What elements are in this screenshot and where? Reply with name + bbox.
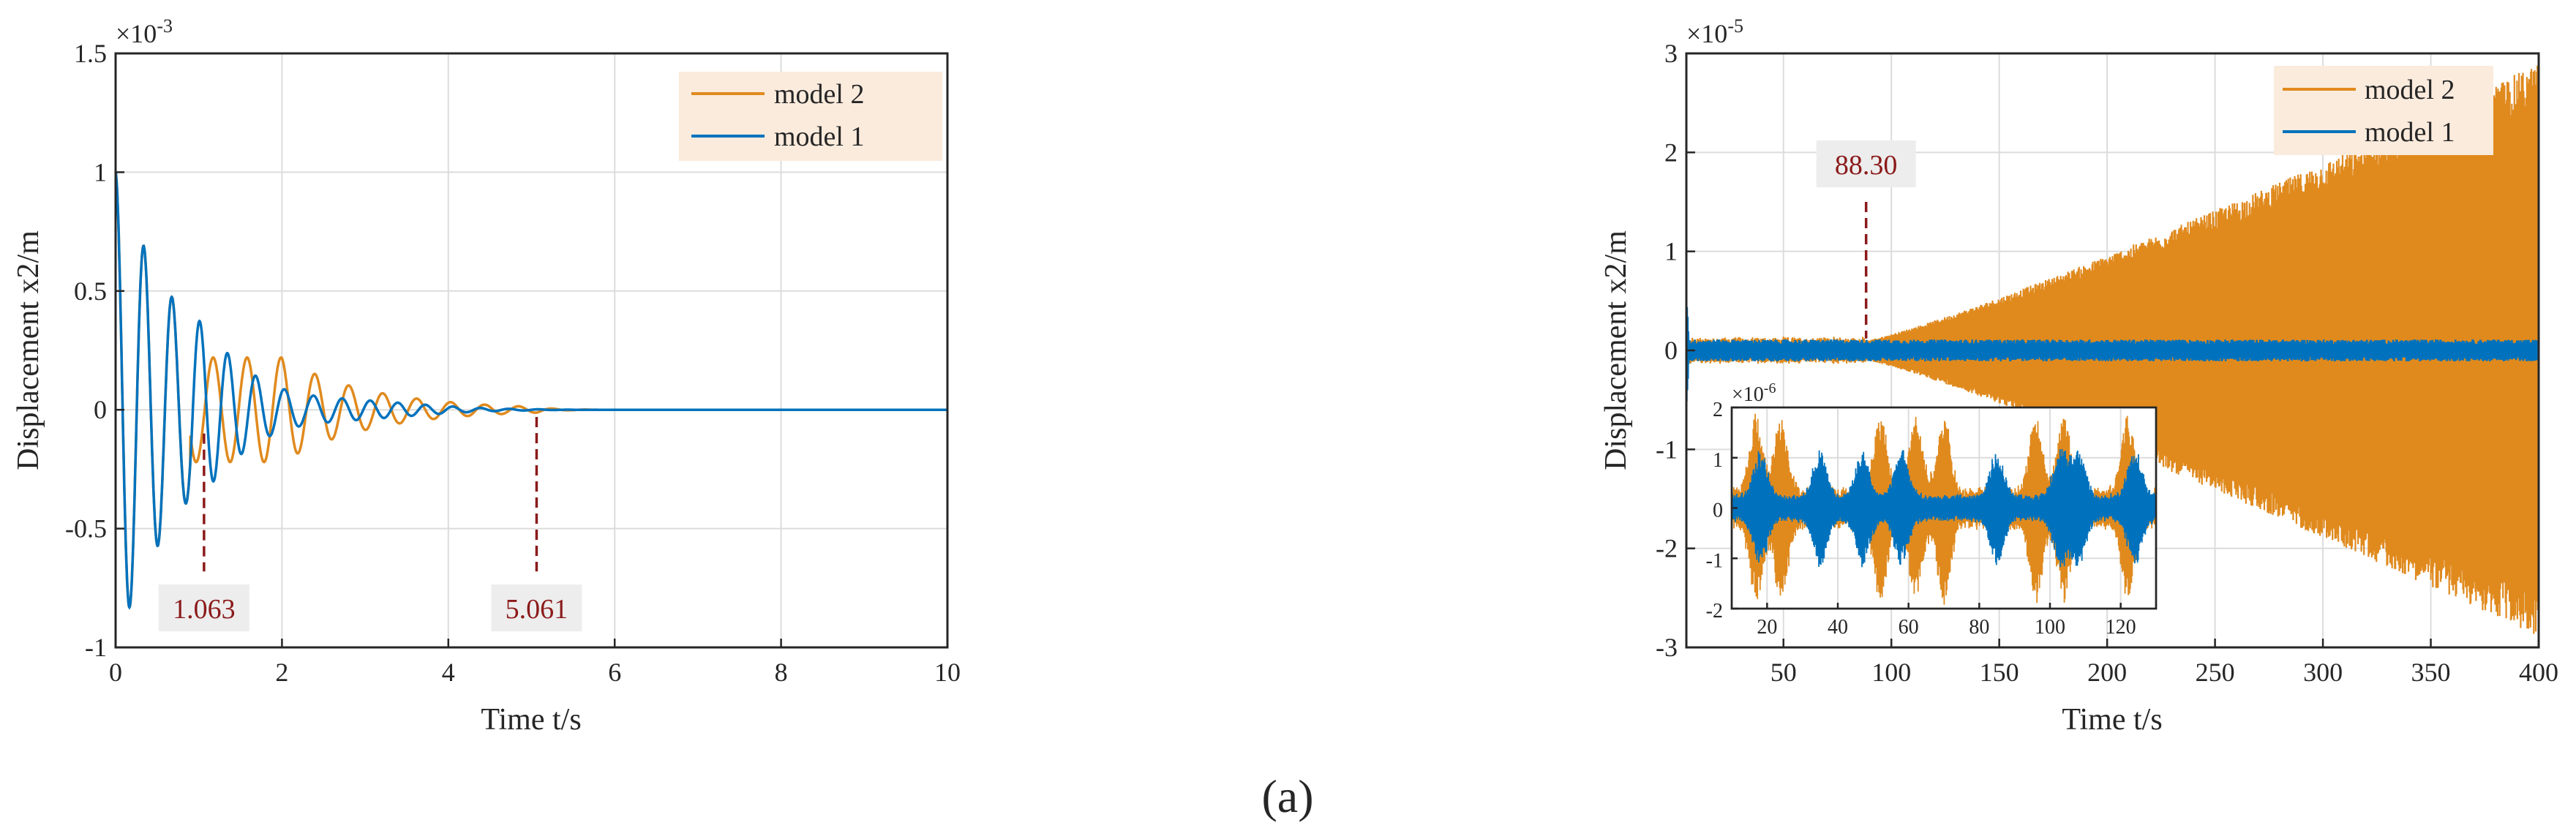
x-tick-label: 100 (1871, 658, 1911, 687)
inset-ticks: 20 40 60 80 100 120 -2 -1 0 1 2 (1706, 399, 2136, 639)
series-group (1685, 65, 2540, 634)
x-tick-label: 8 (775, 658, 788, 687)
x-tick-label: 2 (275, 658, 288, 687)
inset-series-model-1 (1731, 448, 2157, 568)
y-tick-label: 0 (1664, 336, 1678, 365)
x-tick-label: 60 (1899, 616, 1919, 639)
legend-entry-model-2: model 2 (774, 79, 864, 110)
exponent-label: ×10-5 (1686, 15, 1743, 48)
y-tick-label: -3 (1656, 633, 1678, 662)
x-tick-label: 200 (2087, 658, 2127, 687)
inset-exponent-label: ×10-6 (1732, 380, 1776, 406)
annotation-label-box (491, 584, 582, 632)
x-tick-label: 10 (934, 658, 961, 687)
x-tick-label: 6 (608, 658, 621, 687)
x-tick-label: 100 (2035, 616, 2065, 639)
inset-chart: 20 40 60 80 100 120 -2 -1 0 1 2 ×10-6 (1706, 380, 2158, 639)
annotation-label: 88.30 (1835, 150, 1898, 181)
y-tick-label: 0 (94, 395, 107, 424)
x-axis-label: Time t/s (481, 703, 581, 737)
x-axis-label: Time t/s (2062, 703, 2162, 737)
legend: model 2 model 1 (679, 72, 942, 161)
chart-left: 0 2 4 6 8 10 -1 -0.5 0 0.5 1 1.5 1.063 5.061 ×10-3 T… (12, 15, 961, 737)
x-tick-label: 50 (1770, 658, 1797, 687)
y-axis-label: Displacement x2/m (12, 230, 45, 470)
annotation-label-box (1816, 140, 1916, 187)
y-tick-label: -2 (1706, 600, 1723, 623)
y-tick-label: 0 (1713, 500, 1723, 522)
y-tick-label: 1 (94, 157, 107, 187)
y-tick-label: -2 (1656, 534, 1678, 563)
y-tick-label: 2 (1713, 399, 1723, 421)
x-tick-label: 4 (442, 658, 455, 687)
legend-box (2274, 66, 2493, 155)
y-tick-label: -1 (1706, 549, 1723, 572)
y-tick-label: 0.5 (74, 277, 107, 306)
legend: model 2 model 1 (2274, 66, 2493, 155)
annotation-label: 1.063 (173, 594, 236, 625)
annotation-label: 5.061 (506, 594, 568, 625)
y-tick-label: 2 (1664, 138, 1678, 167)
x-tick-label: 250 (2196, 658, 2235, 687)
y-tick-label: -0.5 (65, 514, 107, 544)
annotation-label-box (158, 584, 249, 632)
legend-entry-model-1: model 1 (774, 121, 864, 152)
series-line-model-1 (114, 172, 947, 610)
legend-entry-model-1: model 1 (2365, 117, 2455, 148)
figure-caption: (a) (1261, 770, 1313, 822)
x-tick-label: 20 (1757, 616, 1777, 639)
x-tick-label: 150 (1980, 658, 2019, 687)
x-tick-label: 300 (2303, 658, 2343, 687)
y-tick-label: -1 (1656, 435, 1678, 464)
x-tick-label: 40 (1828, 616, 1848, 639)
legend-box (679, 72, 942, 161)
plot-frame (114, 52, 949, 649)
y-tick-label: 1.5 (74, 39, 107, 68)
series-group (114, 172, 947, 610)
y-tick-label: -1 (85, 633, 107, 662)
x-tick-label: 400 (2519, 658, 2558, 687)
exponent-label: ×10-3 (116, 15, 173, 48)
x-tick-label: 120 (2106, 616, 2136, 639)
annotations: 88.30 (1816, 140, 1916, 339)
x-tick-label: 80 (1969, 616, 1989, 639)
y-tick-label: 3 (1664, 39, 1678, 68)
x-tick-label: 0 (109, 658, 122, 687)
y-tick-label: 1 (1713, 449, 1723, 472)
inset-series (1731, 413, 2157, 605)
annotations: 1.063 5.061 (158, 416, 582, 632)
ticks: 0 2 4 6 8 10 -1 -0.5 0 0.5 1 1.5 (65, 39, 961, 687)
series-line-model-1 (1685, 291, 2540, 402)
legend-entry-model-2: model 2 (2365, 75, 2455, 105)
x-tick-label: 350 (2411, 658, 2451, 687)
y-tick-label: 1 (1664, 237, 1678, 266)
y-axis-label: Displacement x2/m (1599, 230, 1633, 470)
series-line-model-2 (114, 172, 947, 610)
